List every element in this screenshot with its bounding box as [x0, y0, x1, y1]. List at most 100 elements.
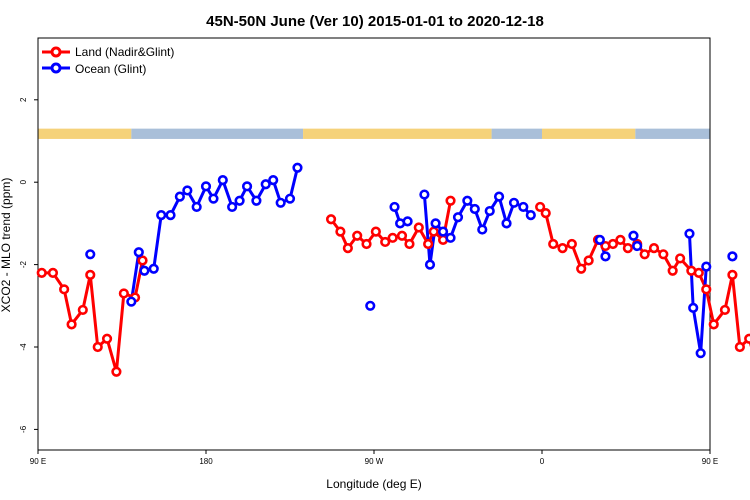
ocean-data-point: [452, 212, 464, 223]
land-data-point: [325, 214, 337, 225]
land-data-point: [118, 288, 129, 299]
land-data-point: [396, 230, 408, 241]
y-axis-label: XCO2 - MLO trend (ppm): [0, 178, 13, 313]
ocean-data-point: [695, 348, 706, 359]
strip-segment-ocean: [491, 128, 542, 139]
land-data-point: [66, 319, 77, 330]
ocean-data-point: [701, 261, 712, 272]
land-data-point: [445, 195, 456, 206]
land-data-point: [59, 284, 70, 295]
land-data-point: [370, 226, 381, 237]
ocean-data-point: [525, 210, 536, 221]
ocean-data-point: [493, 191, 505, 202]
land-data-point: [708, 319, 719, 330]
y-tick-label: -6: [19, 425, 28, 433]
ocean-data-point: [85, 249, 96, 260]
x-tick-label: 90 W: [365, 457, 384, 466]
y-axis-ticks: 2 0 -2 -4 -6: [19, 97, 38, 433]
ocean-data-point: [437, 226, 449, 237]
land-data-point: [607, 238, 619, 250]
x-axis-ticks: 90 E 180 90 W 0 90 E: [30, 450, 718, 466]
ocean-data-point: [430, 218, 441, 229]
ocean-data-point: [268, 175, 279, 186]
land-data-point: [428, 226, 439, 237]
ocean-data-point: [217, 175, 228, 186]
ocean-data-point: [208, 193, 219, 204]
y-tick-label: 0: [19, 179, 28, 184]
land-data-point: [583, 255, 594, 266]
ocean-data-point: [508, 197, 520, 208]
land-data-point: [77, 304, 88, 316]
ocean-data-point: [684, 228, 695, 239]
ocean-data-point: [156, 210, 167, 221]
land-data-point: [693, 267, 704, 278]
ocean-data-point: [182, 185, 193, 196]
ocean-data-point: [284, 193, 296, 204]
ocean-data-point: [241, 181, 253, 192]
land-data-point: [47, 267, 59, 278]
land-data-point: [727, 269, 738, 281]
ocean-data-point: [174, 191, 185, 202]
land-data-point: [667, 265, 678, 276]
land-data-point: [342, 243, 353, 254]
x-tick-label: 90 E: [30, 457, 46, 466]
ocean-data-point: [227, 201, 238, 213]
ocean-data-point: [594, 234, 605, 245]
y-tick-label: 2: [19, 97, 28, 102]
strip-segment-land: [303, 128, 492, 139]
ocean-series-line: [129, 167, 299, 302]
strip-segment-land: [542, 128, 636, 139]
strip-segment-land: [38, 128, 132, 139]
ocean-data-point: [260, 179, 271, 190]
ocean-data-point: [688, 302, 699, 313]
land-data-point: [734, 341, 745, 353]
ocean-data-point: [462, 195, 473, 206]
land-data-point: [744, 333, 750, 344]
ocean-data-point: [445, 232, 456, 243]
land-data-point: [137, 255, 148, 266]
land-ocean-strip: [38, 128, 710, 139]
ocean-data-point: [628, 230, 639, 241]
land-data-point: [557, 243, 568, 254]
legend-swatch-land-marker: [50, 46, 62, 58]
x-tick-label: 90 E: [702, 457, 718, 466]
land-data-point: [615, 234, 626, 245]
land-data-point: [404, 238, 415, 250]
land-data-point: [648, 243, 660, 254]
x-tick-label: 180: [199, 457, 213, 466]
ocean-data-point: [727, 251, 738, 262]
strip-segment-ocean: [131, 128, 304, 139]
ocean-data-point: [191, 201, 202, 213]
land-data-point: [701, 284, 712, 295]
land-data-point: [548, 238, 559, 250]
land-data-point: [85, 269, 96, 281]
land-data-point: [335, 226, 346, 237]
ocean-data-point: [148, 263, 159, 274]
ocean-data-point: [402, 216, 413, 227]
x-axis-label: Longitude (deg E): [326, 477, 421, 491]
land-data-point: [719, 304, 731, 316]
ocean-data-point: [165, 210, 176, 221]
ocean-data-point: [424, 259, 436, 270]
ocean-data-point: [477, 224, 488, 235]
ocean-data-point: [126, 296, 137, 307]
ocean-data-point: [275, 197, 286, 208]
land-data-point: [92, 341, 103, 353]
land-data-point: [352, 230, 363, 241]
land-data-point: [675, 253, 686, 264]
ocean-data-point: [501, 218, 512, 229]
ocean-data-point: [469, 203, 480, 215]
ocean-data-point: [484, 205, 495, 217]
land-data-point: [413, 222, 424, 233]
land-data-point: [639, 249, 650, 260]
land-data-point: [576, 263, 587, 274]
land-data-point: [380, 236, 391, 248]
legend-swatch-ocean-marker: [50, 62, 62, 74]
ocean-data-point: [632, 240, 643, 252]
land-data-point: [566, 238, 577, 250]
chart-title: 45N-50N June (Ver 10) 2015-01-01 to 2020…: [206, 13, 544, 30]
y-tick-label: -2: [19, 260, 28, 268]
ocean-data-point: [139, 265, 150, 276]
